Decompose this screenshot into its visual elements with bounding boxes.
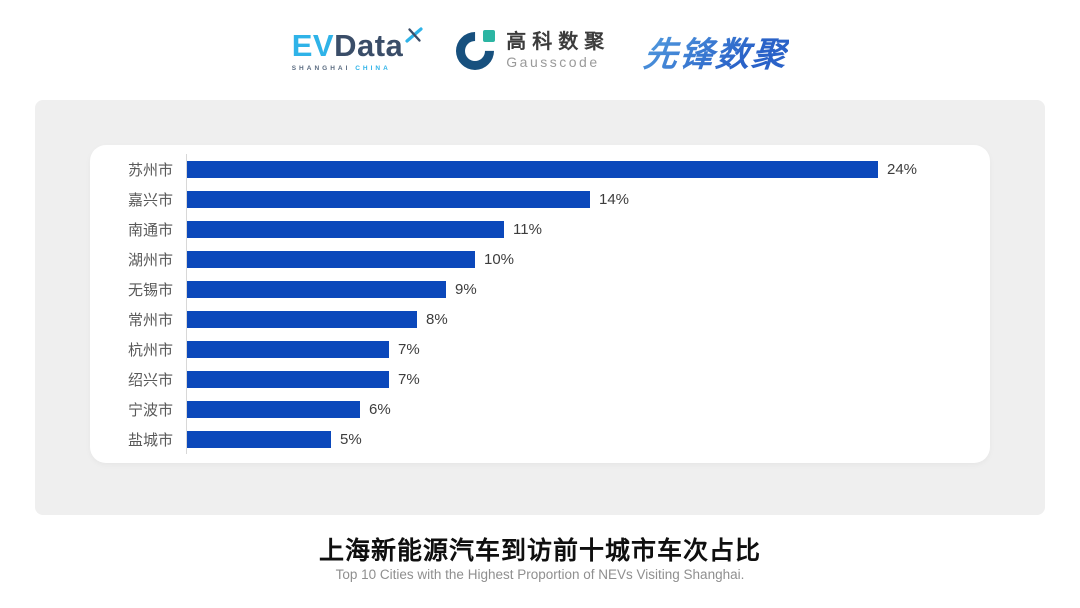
bar-row: 盐城市 5% <box>90 424 990 454</box>
city-label: 宁波市 <box>127 401 173 419</box>
bar <box>187 220 504 238</box>
evdata-tagline: SHANGHAI CHINA <box>291 64 422 73</box>
bar-row: 宁波市 6% <box>90 394 990 424</box>
bar-row: 常州市 8% <box>90 304 990 334</box>
bar-row: 苏州市 24% <box>90 154 990 184</box>
bar-row: 南通市 11% <box>90 214 990 244</box>
bar-track: 14% <box>186 184 990 214</box>
bar-track: 11% <box>186 214 990 244</box>
chart-title: 上海新能源汽车到访前十城市车次占比 <box>318 537 761 565</box>
bar-track: 7% <box>186 364 990 394</box>
chart-panel: 苏州市 24% 嘉兴市 14% 南通市 11% 湖州市 10% 无锡市 9% <box>35 100 1045 515</box>
logo-bar: EV Data SHANGHAI CHINA 高科数聚 <box>0 16 1080 86</box>
bar <box>187 430 331 448</box>
value-label: 9% <box>455 280 477 298</box>
bar <box>187 250 475 268</box>
bar-row: 无锡市 9% <box>90 274 990 304</box>
city-label: 嘉兴市 <box>127 191 173 209</box>
city-label: 湖州市 <box>127 251 173 269</box>
bar-row: 嘉兴市 14% <box>90 184 990 214</box>
value-label: 24% <box>887 160 918 178</box>
bar <box>187 340 389 358</box>
value-label: 5% <box>340 430 362 448</box>
gausscode-name-cn: 高科数聚 <box>506 31 611 54</box>
bar-track: 6% <box>186 394 990 424</box>
value-label: 6% <box>369 400 391 418</box>
value-label: 11% <box>513 220 542 238</box>
bar-track: 9% <box>186 274 990 304</box>
city-label: 常州市 <box>127 311 173 329</box>
chart-subtitle: Top 10 Cities with the Highest Proportio… <box>335 567 745 582</box>
evdata-tagline-shanghai: SHANGHAI <box>291 64 351 72</box>
chart-card: 苏州市 24% 嘉兴市 14% 南通市 11% 湖州市 10% 无锡市 9% <box>90 145 990 463</box>
bar-row: 绍兴市 7% <box>90 364 990 394</box>
evdata-tagline-china: CHINA <box>355 64 391 72</box>
city-label: 无锡市 <box>127 281 173 299</box>
bar <box>187 160 878 178</box>
gausscode-logo: 高科数聚 Gausscode <box>448 24 610 78</box>
city-label: 绍兴市 <box>127 371 173 389</box>
city-label: 苏州市 <box>127 161 173 179</box>
bar <box>187 370 389 388</box>
evdata-wordmark: EV Data <box>291 27 423 63</box>
gausscode-name-en: Gausscode <box>506 54 600 71</box>
bar <box>187 280 446 298</box>
city-label: 杭州市 <box>127 341 173 359</box>
city-label: 盐城市 <box>127 431 173 449</box>
bar-row: 杭州市 7% <box>90 334 990 364</box>
bar-track: 5% <box>186 424 990 454</box>
value-label: 8% <box>426 310 448 328</box>
bar-track: 7% <box>186 334 990 364</box>
evdata-x-icon <box>405 27 423 47</box>
evdata-data-text: Data <box>334 27 404 63</box>
gausscode-g-icon <box>448 24 503 78</box>
bar-track: 24% <box>186 154 990 184</box>
bar <box>187 310 417 328</box>
bar <box>187 400 360 418</box>
bar <box>187 190 590 208</box>
gausscode-wordmark: 高科数聚 Gausscode <box>506 32 610 70</box>
value-label: 14% <box>599 190 630 208</box>
bar-chart: 苏州市 24% 嘉兴市 14% 南通市 11% 湖州市 10% 无锡市 9% <box>90 154 990 454</box>
bar-track: 10% <box>186 244 990 274</box>
evdata-ev-text: EV <box>291 27 335 63</box>
value-label: 10% <box>484 250 515 268</box>
value-label: 7% <box>398 370 420 388</box>
value-label: 7% <box>398 340 420 358</box>
city-label: 南通市 <box>127 221 173 239</box>
bar-row: 湖州市 10% <box>90 244 990 274</box>
pioneer-logo: 先锋数聚 <box>642 27 791 76</box>
evdata-logo: EV Data SHANGHAI CHINA <box>291 27 423 73</box>
bar-track: 8% <box>186 304 990 334</box>
